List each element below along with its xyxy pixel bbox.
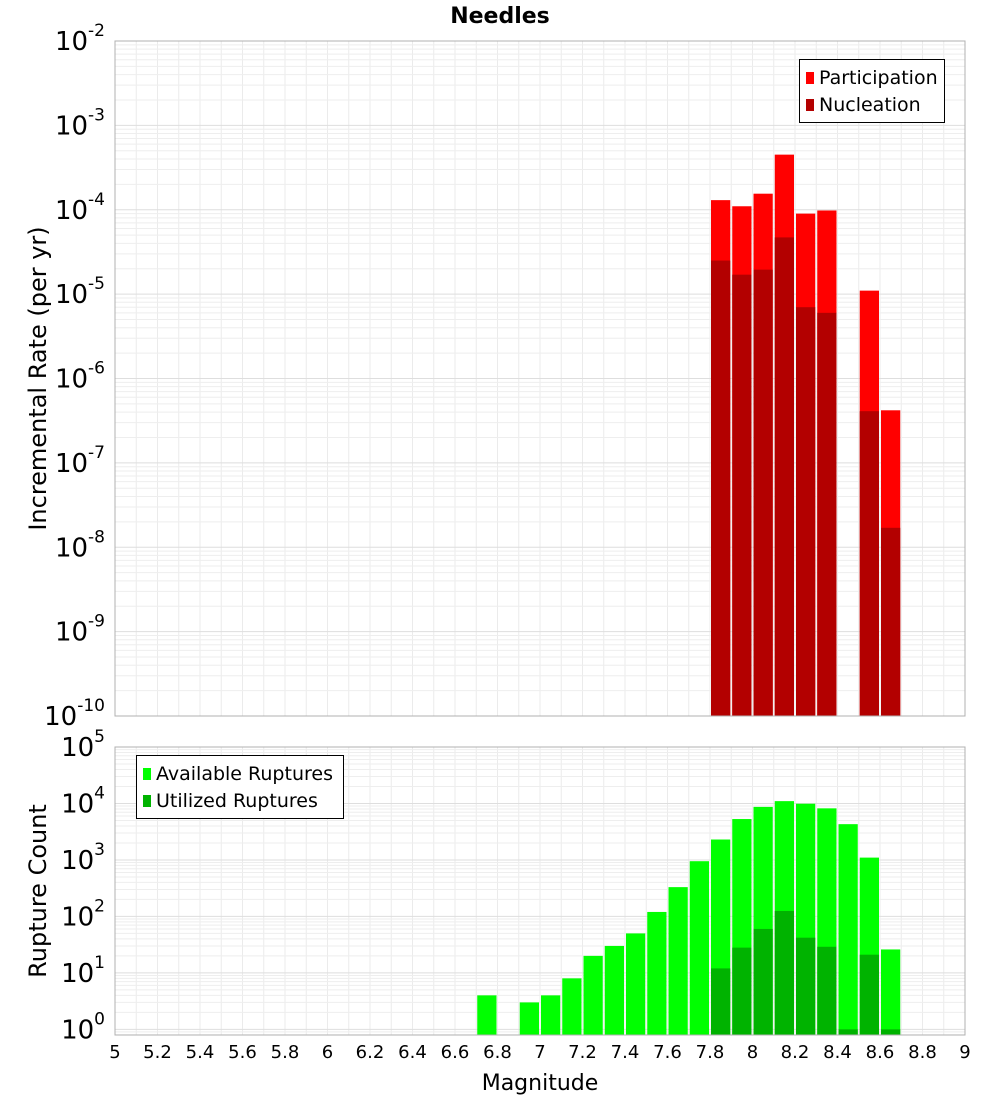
bottom-bar-available-ruptures — [583, 955, 603, 1035]
bottom-plot-frame — [114, 746, 966, 1036]
x-tick-label: 5 — [109, 1042, 120, 1063]
bottom-bar-available-ruptures — [562, 978, 582, 1035]
top-plot-frame — [114, 40, 966, 717]
top-bar-nucleation — [774, 237, 794, 716]
x-tick-label: 9 — [959, 1042, 970, 1063]
top-legend: Participation Nucleation — [799, 59, 945, 123]
bottom-bar-available-ruptures — [626, 933, 646, 1035]
x-tick-label: 5.4 — [186, 1042, 215, 1063]
bottom-ytick-label: 100 — [61, 1009, 105, 1045]
legend-swatch-nucleation — [806, 98, 814, 111]
bottom-bar-utilized-ruptures — [774, 910, 794, 1035]
bottom-bar-available-ruptures — [477, 995, 497, 1035]
bottom-bar-utilized-ruptures — [817, 946, 837, 1035]
top-bar-nucleation — [881, 527, 901, 716]
x-tick-label: 6.6 — [441, 1042, 470, 1063]
top-ytick-label: 10-2 — [55, 21, 105, 57]
bottom-bar-utilized-ruptures — [732, 947, 752, 1035]
legend-swatch-participation — [806, 71, 814, 84]
x-tick-label: 5.6 — [228, 1042, 257, 1063]
x-tick-label: 8.8 — [908, 1042, 937, 1063]
x-tick-label: 8.2 — [781, 1042, 810, 1063]
x-tick-label: 7.4 — [611, 1042, 640, 1063]
top-ytick-label: 10-9 — [55, 612, 105, 648]
top-bar-nucleation — [859, 411, 879, 716]
bottom-bar-utilized-ruptures — [753, 928, 773, 1035]
legend-label-nucleation: Nucleation — [819, 93, 921, 116]
bottom-bar-available-ruptures — [541, 995, 561, 1035]
bottom-ytick-label: 104 — [61, 783, 105, 819]
top-ytick-label: 10-4 — [55, 190, 105, 226]
bottom-bar-available-ruptures — [838, 824, 858, 1035]
x-tick-label: 8.6 — [866, 1042, 895, 1063]
top-ytick-label: 10-10 — [44, 696, 105, 732]
x-tick-label: 6.2 — [356, 1042, 385, 1063]
x-tick-label: 5.8 — [271, 1042, 300, 1063]
bottom-ytick-label: 102 — [61, 896, 105, 932]
x-tick-label: 7 — [534, 1042, 545, 1063]
top-bar-nucleation — [753, 269, 773, 716]
legend-swatch-available — [143, 767, 151, 780]
top-ytick-label: 10-5 — [55, 274, 105, 310]
top-bar-nucleation — [817, 312, 837, 716]
bottom-bar-available-ruptures — [881, 949, 901, 1035]
legend-swatch-utilized — [143, 794, 151, 807]
legend-item-available: Available Ruptures — [143, 760, 337, 787]
x-tick-label: 7.2 — [568, 1042, 597, 1063]
legend-label-available: Available Ruptures — [156, 762, 333, 785]
x-tick-label: 8 — [747, 1042, 758, 1063]
top-ytick-label: 10-3 — [55, 105, 105, 141]
bottom-ytick-label: 105 — [61, 727, 105, 763]
bottom-bar-available-ruptures — [647, 911, 667, 1035]
x-tick-label: 7.6 — [653, 1042, 682, 1063]
bottom-ytick-label: 101 — [61, 953, 105, 989]
top-bar-nucleation — [796, 307, 816, 716]
legend-item-participation: Participation — [806, 64, 938, 91]
bottom-bar-utilized-ruptures — [859, 954, 879, 1035]
chart-title: Needles — [450, 4, 550, 29]
legend-item-nucleation: Nucleation — [806, 91, 938, 118]
bottom-bar-available-ruptures — [604, 945, 624, 1035]
bottom-bar-available-ruptures — [519, 1002, 539, 1035]
top-ytick-label: 10-7 — [55, 443, 105, 479]
top-y-axis-label: Incremental Rate (per yr) — [24, 226, 52, 530]
bottom-bar-utilized-ruptures — [881, 1029, 901, 1035]
bottom-bar-available-ruptures — [668, 887, 688, 1035]
x-tick-label: 6.8 — [483, 1042, 512, 1063]
top-ytick-label: 10-6 — [55, 359, 105, 395]
x-tick-label: 6 — [322, 1042, 333, 1063]
x-tick-label: 8.4 — [823, 1042, 852, 1063]
bottom-y-axis-label: Rupture Count — [24, 804, 52, 978]
top-ytick-label: 10-8 — [55, 527, 105, 563]
top-bar-nucleation — [732, 274, 752, 716]
x-tick-label: 6.4 — [398, 1042, 427, 1063]
bottom-ytick-label: 103 — [61, 840, 105, 876]
bottom-bar-utilized-ruptures — [711, 968, 731, 1035]
bottom-bar-available-ruptures — [689, 861, 709, 1035]
x-tick-label: 5.2 — [143, 1042, 172, 1063]
legend-label-utilized: Utilized Ruptures — [156, 789, 318, 812]
bottom-bar-utilized-ruptures — [838, 1029, 858, 1035]
top-bar-nucleation — [711, 260, 731, 716]
x-tick-label: 7.8 — [696, 1042, 725, 1063]
legend-item-utilized: Utilized Ruptures — [143, 787, 337, 814]
x-axis-label: Magnitude — [482, 1071, 599, 1096]
legend-label-participation: Participation — [819, 66, 938, 89]
bottom-legend: Available Ruptures Utilized Ruptures — [136, 755, 344, 819]
bottom-bar-utilized-ruptures — [796, 937, 816, 1035]
